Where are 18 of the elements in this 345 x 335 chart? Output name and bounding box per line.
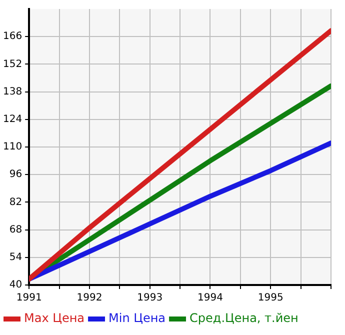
y-tick-label: 96 (9, 169, 22, 180)
y-tick-label: 152 (2, 58, 22, 70)
x-tick-label: 1995 (258, 292, 284, 304)
y-tick-label: 166 (2, 31, 22, 42)
x-tick-label: 1994 (198, 292, 223, 304)
y-tick-label: 124 (2, 114, 22, 125)
y-tick-label: 68 (9, 224, 22, 236)
x-tick-label: 1991 (16, 292, 42, 304)
legend-label: Min Цена (108, 311, 166, 326)
y-tick-label: 138 (2, 86, 22, 98)
legend-label: Сред.Цена, т.йен (190, 311, 298, 326)
x-tick-label: 1993 (137, 292, 163, 304)
y-tick-label: 110 (2, 142, 22, 153)
legend-label: Max Цена (24, 311, 85, 326)
y-tick-label: 82 (9, 196, 22, 208)
x-tick-label: 1992 (76, 292, 102, 304)
y-tick-label: 54 (9, 252, 22, 263)
y-tick-label: 40 (9, 280, 22, 291)
